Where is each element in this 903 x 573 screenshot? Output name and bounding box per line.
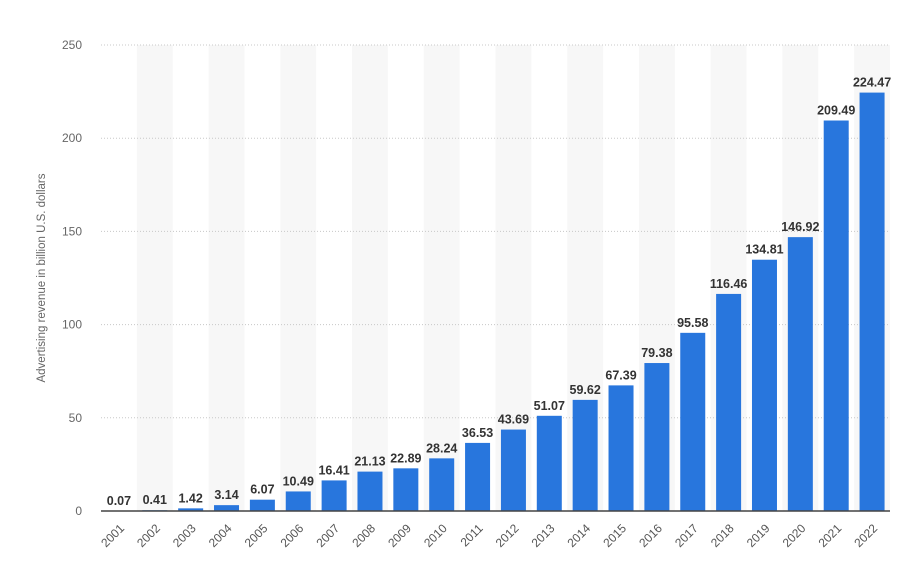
- data-label-2015: 67.39: [605, 368, 636, 382]
- x-tick-label: 2014: [564, 521, 593, 550]
- x-tick-label: 2017: [672, 521, 701, 550]
- bar-2008: [357, 471, 383, 511]
- bar-2007: [321, 480, 347, 511]
- data-label-2002: 0.41: [143, 493, 167, 507]
- bar-2019: [751, 259, 777, 511]
- bar-2003: [178, 508, 204, 511]
- background-stripe: [208, 45, 245, 511]
- x-tick-label: 2008: [349, 521, 378, 550]
- x-tick-label: 2009: [385, 521, 414, 550]
- y-tick-label: 0: [75, 504, 82, 518]
- x-tick-label: 2012: [493, 521, 522, 550]
- y-tick-label: 100: [62, 318, 82, 332]
- data-label-2021: 209.49: [817, 104, 855, 118]
- bar-2013: [536, 415, 562, 511]
- y-axis-label: Advertising revenue in billion U.S. doll…: [36, 173, 48, 382]
- data-label-2019: 134.81: [745, 243, 783, 257]
- y-tick-label: 150: [62, 224, 82, 238]
- x-tick-label: 2016: [636, 521, 665, 550]
- data-label-2020: 146.92: [781, 220, 819, 234]
- bar-2005: [249, 499, 275, 511]
- bar-2006: [285, 491, 311, 511]
- data-label-2016: 79.38: [641, 346, 672, 360]
- background-stripe: [280, 45, 317, 511]
- x-tick-label: 2004: [206, 521, 235, 550]
- x-tick-label: 2007: [313, 521, 342, 550]
- y-tick-label: 50: [69, 411, 83, 425]
- data-label-2014: 59.62: [570, 383, 601, 397]
- x-tick-label: 2018: [708, 521, 737, 550]
- bar-2011: [465, 442, 491, 511]
- x-tick-label: 2015: [600, 521, 629, 550]
- x-tick-label: 2013: [529, 521, 558, 550]
- data-label-2012: 43.69: [498, 413, 529, 427]
- x-tick-label: 2010: [421, 521, 450, 550]
- bar-2020: [787, 237, 813, 511]
- x-tick-label: 2022: [851, 521, 880, 550]
- data-label-2005: 6.07: [250, 483, 274, 497]
- x-tick-label: 2003: [170, 521, 199, 550]
- data-label-2013: 51.07: [534, 399, 565, 413]
- data-label-2022: 224.47: [853, 76, 891, 90]
- data-label-2010: 28.24: [426, 441, 457, 455]
- background-stripe: [352, 45, 388, 511]
- data-label-2018: 116.46: [710, 277, 748, 291]
- background-stripe: [423, 45, 460, 511]
- background-stripe: [136, 45, 173, 511]
- x-tick-label: 2011: [458, 521, 486, 549]
- x-tick-label: 2005: [242, 521, 271, 550]
- bar-2009: [393, 468, 419, 511]
- data-label-2008: 21.13: [354, 455, 385, 469]
- data-label-2006: 10.49: [283, 474, 314, 488]
- data-label-2011: 36.53: [462, 426, 493, 440]
- bar-2016: [644, 363, 670, 511]
- data-label-2009: 22.89: [390, 451, 421, 465]
- data-label-2007: 16.41: [318, 463, 349, 477]
- bar-2021: [823, 120, 849, 511]
- bar-2012: [500, 429, 526, 511]
- bar-2015: [608, 385, 634, 511]
- bar-2014: [572, 399, 598, 511]
- data-label-2001: 0.07: [107, 494, 131, 508]
- y-tick-label: 250: [62, 38, 82, 52]
- x-tick-label: 2001: [98, 521, 127, 550]
- y-tick-label: 200: [62, 131, 82, 145]
- bar-2004: [214, 505, 240, 511]
- bar-2017: [680, 332, 706, 511]
- x-tick-label: 2006: [278, 521, 307, 550]
- data-label-2017: 95.58: [677, 316, 708, 330]
- x-tick-label: 2002: [134, 521, 163, 550]
- x-tick-label: 2019: [744, 521, 773, 550]
- x-tick-label: 2021: [816, 521, 845, 550]
- bar-2018: [716, 293, 742, 511]
- bar-2010: [429, 458, 455, 511]
- bar-2022: [859, 92, 885, 511]
- data-label-2003: 1.42: [178, 491, 202, 505]
- data-label-2004: 3.14: [214, 488, 238, 502]
- x-tick-label: 2020: [780, 521, 809, 550]
